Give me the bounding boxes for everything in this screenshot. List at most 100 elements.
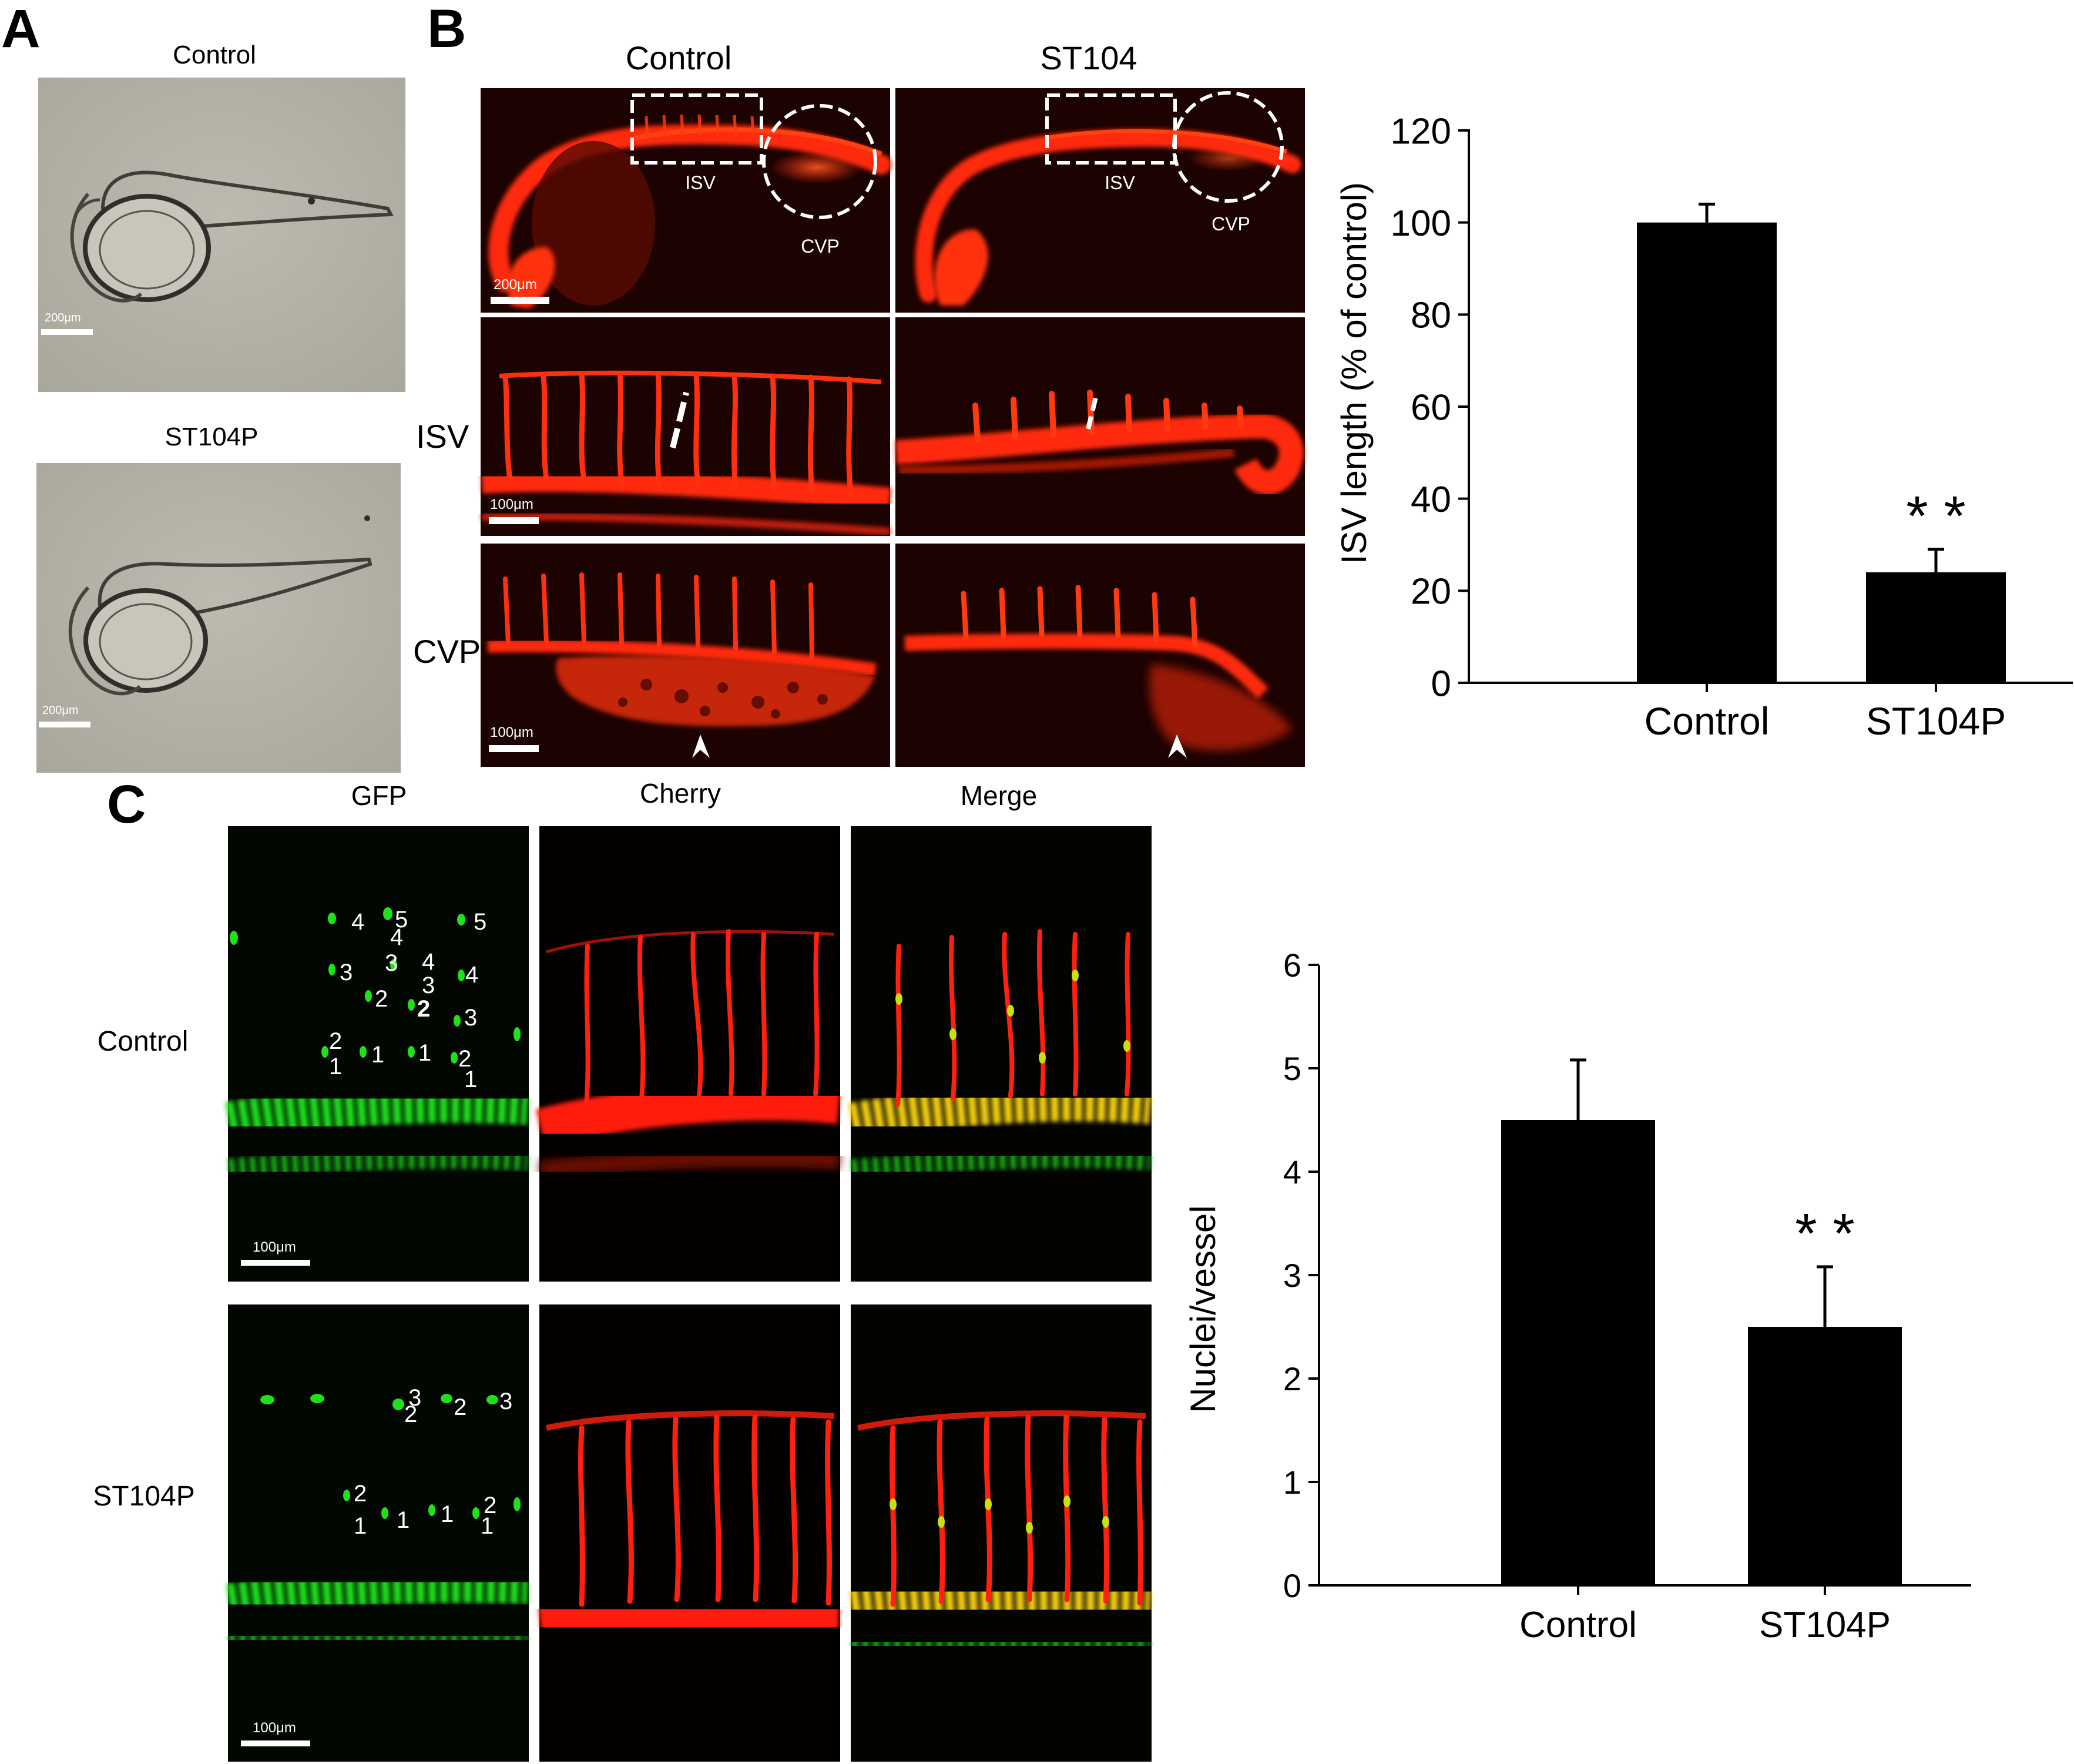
y-tick-label: 0 bbox=[1431, 663, 1451, 704]
fluorescence-cvp-control: 100μm bbox=[481, 544, 890, 767]
nuclei-per-vessel-bar-chart: Nuclei/vessel 0 1 2 3 4 5 6 Control ST104P * * bbox=[1183, 947, 1971, 1645]
nuclei-count-labels: 4 5 4 5 3 3 4 3 4 2 2 3 2 1 1 1 2 1 bbox=[329, 907, 486, 1092]
confocal-merge-st104p bbox=[850, 1304, 1152, 1762]
region-label-cvp: CVP bbox=[1211, 213, 1250, 234]
scale-bar bbox=[491, 297, 549, 304]
brightfield-image-st104p: 200μm bbox=[36, 463, 401, 773]
svg-text:2: 2 bbox=[417, 996, 430, 1022]
chart-b-ylabel: ISV length (% of control) bbox=[1334, 182, 1374, 564]
svg-text:4: 4 bbox=[422, 949, 435, 975]
significance-annotation: * * bbox=[1795, 1202, 1854, 1265]
scale-bar bbox=[489, 745, 539, 752]
panel-b-column-control: Control bbox=[626, 39, 732, 76]
svg-text:1: 1 bbox=[464, 1067, 477, 1092]
svg-text:1: 1 bbox=[397, 1507, 410, 1533]
bar-st104p bbox=[1748, 1327, 1902, 1585]
x-tick-label-st104p: ST104P bbox=[1759, 1605, 1891, 1645]
scale-bar-label: 100μm bbox=[490, 497, 533, 512]
arrowhead-icon bbox=[692, 735, 710, 758]
fluorescence-isv-st104 bbox=[895, 317, 1305, 536]
bar-st104p bbox=[1866, 572, 2006, 683]
x-tick-label-control: Control bbox=[1645, 699, 1770, 743]
arrowhead-icon bbox=[1168, 735, 1187, 758]
svg-text:3: 3 bbox=[422, 972, 435, 998]
svg-text:2: 2 bbox=[484, 1493, 496, 1518]
nuclei-count-labels: 3 2 2 3 2 1 1 1 2 1 bbox=[354, 1385, 512, 1539]
chart-c-ylabel: Nuclei/vessel bbox=[1183, 1205, 1223, 1413]
confocal-gfp-control: 4 5 4 5 3 3 4 3 4 2 2 3 2 1 1 1 2 1 100μ… bbox=[225, 826, 529, 1282]
svg-text:3: 3 bbox=[464, 1005, 477, 1031]
scale-bar-label: 100μm bbox=[253, 1720, 296, 1736]
fluorescence-cvp-st104 bbox=[895, 544, 1305, 767]
bar-control bbox=[1637, 222, 1777, 683]
svg-text:4: 4 bbox=[465, 962, 478, 988]
svg-text:1: 1 bbox=[329, 1054, 342, 1079]
panel-a: A Control ST104P 200μm 200μm bbox=[1, 0, 405, 773]
svg-text:2: 2 bbox=[404, 1401, 417, 1427]
y-tick-label: 80 bbox=[1411, 296, 1451, 336]
isv-vessels bbox=[502, 371, 854, 497]
x-tick-label-control: Control bbox=[1519, 1605, 1637, 1645]
x-tick-label-st104p: ST104P bbox=[1866, 699, 2006, 743]
panel-a-label-control: Control bbox=[173, 41, 256, 69]
panel-letter-a: A bbox=[1, 0, 40, 59]
svg-text:1: 1 bbox=[418, 1040, 431, 1066]
scale-bar bbox=[241, 1260, 310, 1266]
svg-text:2: 2 bbox=[354, 1481, 367, 1507]
fluorescence-whole-embryo-control: ISV CVP 200μm bbox=[481, 88, 891, 313]
svg-text:4: 4 bbox=[351, 909, 364, 935]
scale-bar-label: 100μm bbox=[490, 725, 533, 740]
panel-b-row-isv: ISV bbox=[416, 418, 469, 455]
panel-c-column-gfp: GFP bbox=[351, 780, 407, 811]
y-tick-label: 2 bbox=[1283, 1360, 1301, 1397]
fluorescence-isv-control: 100μm bbox=[481, 317, 891, 536]
fluorescence-whole-embryo-st104: ISV CVP bbox=[895, 88, 1305, 313]
panel-b: B Control ST104 ISV CVP ISV CVP 200μm bbox=[413, 0, 1305, 767]
svg-text:1: 1 bbox=[371, 1042, 384, 1068]
scale-bar bbox=[241, 1740, 310, 1746]
svg-text:5: 5 bbox=[474, 909, 486, 935]
svg-text:2: 2 bbox=[454, 1394, 467, 1420]
scale-bar-label: 200μm bbox=[42, 704, 79, 717]
y-tick-label: 3 bbox=[1283, 1257, 1301, 1294]
y-tick-label: 4 bbox=[1283, 1153, 1301, 1190]
isv-vessels bbox=[972, 390, 1244, 442]
svg-text:1: 1 bbox=[354, 1513, 367, 1539]
panel-c-column-merge: Merge bbox=[961, 780, 1037, 811]
y-tick-label: 1 bbox=[1283, 1464, 1301, 1501]
scale-bar-label: 200μm bbox=[45, 311, 81, 324]
region-label-isv: ISV bbox=[685, 172, 716, 193]
scale-bar bbox=[489, 517, 539, 524]
region-label-cvp: CVP bbox=[801, 236, 840, 257]
svg-text:3: 3 bbox=[340, 960, 353, 985]
scale-bar bbox=[39, 722, 90, 727]
y-tick-label: 60 bbox=[1411, 387, 1451, 428]
significance-annotation: * * bbox=[1906, 485, 1965, 548]
brightfield-image-control: 200μm bbox=[38, 78, 405, 392]
panel-c-column-cherry: Cherry bbox=[640, 778, 721, 809]
y-tick-label: 5 bbox=[1283, 1050, 1301, 1087]
svg-text:3: 3 bbox=[408, 1385, 421, 1411]
y-tick-label: 40 bbox=[1411, 479, 1451, 520]
panel-c: C GFP Cherry Merge Control ST104P 4 5 4 … bbox=[93, 774, 1152, 1762]
y-tick-label: 100 bbox=[1391, 203, 1451, 244]
svg-text:4: 4 bbox=[390, 924, 403, 950]
svg-text:2: 2 bbox=[375, 986, 388, 1012]
panel-a-label-st104p: ST104P bbox=[165, 422, 259, 451]
panel-b-column-st104: ST104 bbox=[1041, 39, 1137, 76]
y-tick-label: 20 bbox=[1411, 572, 1451, 612]
bar-control bbox=[1501, 1120, 1655, 1585]
panel-letter-c: C bbox=[107, 774, 146, 834]
panel-b-row-cvp: CVP bbox=[413, 633, 481, 670]
region-label-isv: ISV bbox=[1105, 172, 1135, 193]
panel-c-row-st104p: ST104P bbox=[93, 1481, 194, 1512]
confocal-cherry-control bbox=[536, 826, 841, 1282]
scale-bar-label: 200μm bbox=[494, 277, 537, 293]
svg-text:1: 1 bbox=[441, 1501, 454, 1527]
isv-length-bar-chart: ISV length (% of control) 0 20 40 60 80 100 12… bbox=[1334, 111, 2073, 743]
scale-bar bbox=[41, 329, 93, 335]
confocal-cherry-st104p bbox=[538, 1304, 840, 1762]
y-tick-label: 6 bbox=[1283, 947, 1301, 984]
confocal-gfp-st104p: 3 2 2 3 2 1 1 1 2 1 100μm bbox=[226, 1304, 529, 1762]
